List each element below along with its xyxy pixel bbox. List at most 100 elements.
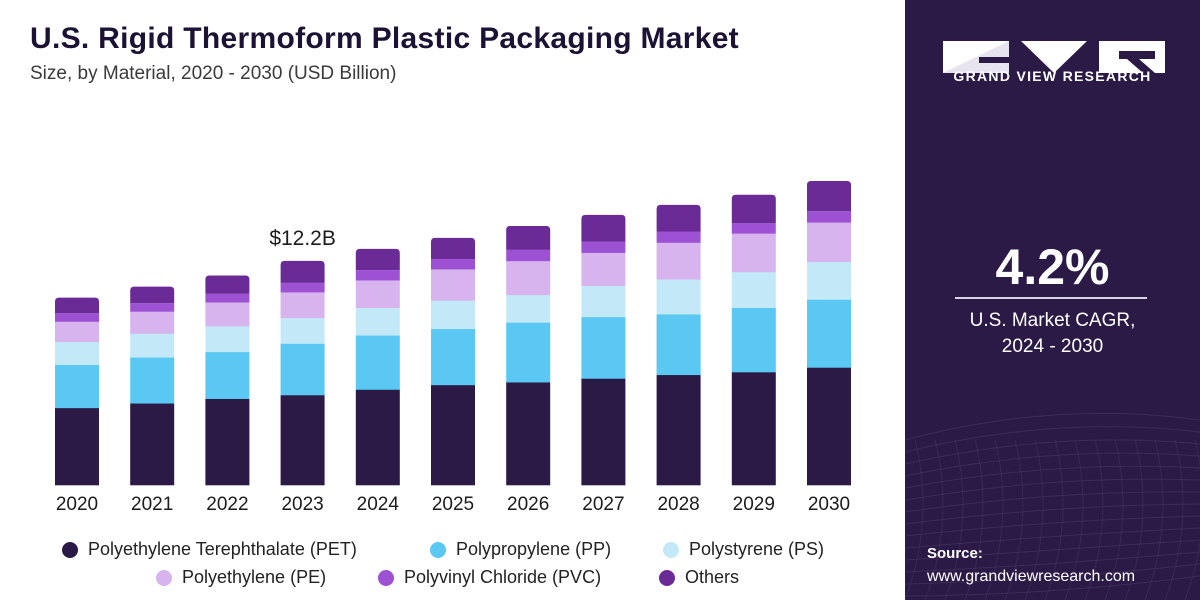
x-tick-label: 2023 [281,494,323,515]
bar-polyethylene-terephthalate-pet-2020 [55,407,99,486]
bar-polyethylene-pe-2023 [280,292,325,319]
bar-polyethylene-pe-2028 [656,242,701,280]
bar-polypropylene-pp-2030 [807,299,851,368]
bar-polyethylene-terephthalate-pet-2029 [731,372,776,486]
bar-polyethylene-pe-2027 [581,252,626,286]
bar-group-2020 [55,297,99,486]
bar-polyethylene-pe-2025 [431,269,475,301]
legend-label: Polypropylene (PP) [456,539,612,559]
chart-title: U.S. Rigid Thermoform Plastic Packaging … [30,22,739,55]
x-tick-label: 2024 [357,494,400,515]
bar-polyethylene-terephthalate-pet-2028 [656,374,701,486]
bar-group-2021 [130,286,175,486]
bar-group-2027 [581,214,626,486]
x-tick-label: 2029 [733,494,775,515]
bar-polyethylene-terephthalate-pet-2026 [506,382,551,486]
bar-polypropylene-pp-2021 [130,357,175,404]
chart-panel: U.S. Rigid Thermoform Plastic Packaging … [0,22,905,597]
bar-others-2023 [280,260,325,283]
bar-polystyrene-ps-2026 [506,294,551,323]
bar-group-2025 [431,237,475,486]
bar-polypropylene-pp-2023 [280,343,325,396]
legend-item-polystyrene-ps: Polystyrene (PS) [663,539,824,560]
legend-label: Polystyrene (PS) [689,539,825,559]
bar-group-2024 [355,248,400,486]
bar-polyvinyl-chloride-pvc-2029 [731,223,776,234]
legend-swatch [659,569,675,586]
bar-polyethylene-pe-2030 [807,222,851,263]
bar-polyethylene-pe-2026 [506,260,551,296]
bar-others-2029 [731,194,776,224]
bar-polyvinyl-chloride-pvc-2021 [130,303,175,312]
bar-polyvinyl-chloride-pvc-2028 [656,231,701,243]
gvr-logo-icon [943,41,1165,73]
cagr-value: 4.2% [995,239,1110,295]
bar-polypropylene-pp-2026 [506,322,551,383]
x-tick-label: 2030 [808,494,850,515]
bar-others-2021 [130,286,175,304]
legend-label: Others [685,567,740,587]
cagr-period: 2024 - 2030 [1001,336,1104,357]
legend-label: Polyethylene Terephthalate (PET) [88,539,357,559]
source-label: Source: [927,545,983,562]
legend-label: Polyethylene (PE) [182,567,327,587]
bar-others-2028 [656,204,701,232]
bar-group-2030 [807,180,851,486]
bar-polyethylene-terephthalate-pet-2024 [355,389,400,486]
bar-polypropylene-pp-2027 [581,316,626,379]
bar-others-2024 [355,248,400,271]
legend-item-polyvinyl-chloride-pvc: Polyvinyl Chloride (PVC) [378,567,601,588]
bar-polypropylene-pp-2020 [55,364,99,409]
legend-item-others: Others [659,567,739,588]
chart-subtitle: Size, by Material, 2020 - 2030 (USD Bill… [30,63,397,84]
bar-polyvinyl-chloride-pvc-2027 [581,241,626,253]
x-tick-label: 2027 [582,494,624,515]
bar-others-2026 [506,225,551,250]
legend-swatch [663,541,679,558]
bar-polyvinyl-chloride-pvc-2022 [205,293,250,303]
bar-polypropylene-pp-2022 [205,351,250,399]
stacked-bar-chart: 2020 2021 2022 2023 2024 2025 2026 2027 2028 2029… [55,180,851,515]
x-tick-label: 2021 [131,494,173,515]
legend-item-polypropylene-pp: Polypropylene (PP) [430,539,611,560]
bar-polystyrene-ps-2028 [656,279,701,315]
bar-polyvinyl-chloride-pvc-2020 [55,313,99,322]
bar-group-2028 [656,204,701,486]
bar-polypropylene-pp-2029 [731,307,776,373]
bar-polyethylene-pe-2029 [731,233,776,273]
bar-polypropylene-pp-2024 [355,335,400,390]
chart-legend: Polyethylene Terephthalate (PET) Polyprop… [0,533,905,597]
bar-polyethylene-pe-2024 [355,280,400,309]
x-tick-label: 2028 [657,494,699,515]
decorative-mesh-icon [905,412,1200,600]
bar-polystyrene-ps-2022 [205,326,250,353]
bar-polypropylene-pp-2028 [656,314,701,376]
legend-label: Polyvinyl Chloride (PVC) [404,567,602,587]
data-label-annotation: $12.2B [269,227,336,250]
source-link[interactable]: www.grandviewresearch.com [927,568,1136,585]
bar-group-2029 [731,194,776,486]
bar-others-2020 [55,297,99,314]
x-tick-label: 2026 [507,494,549,515]
bar-polyethylene-terephthalate-pet-2025 [431,384,475,486]
bar-polyethylene-terephthalate-pet-2021 [130,403,175,486]
bar-polystyrene-ps-2020 [55,341,99,365]
bar-others-2030 [807,180,851,212]
bar-polyvinyl-chloride-pvc-2030 [807,211,851,223]
legend-swatch [430,541,446,558]
bar-others-2022 [205,275,250,294]
bar-group-2026 [506,225,551,486]
bar-polystyrene-ps-2024 [355,307,400,336]
bar-polyvinyl-chloride-pvc-2024 [355,270,400,281]
bar-polyvinyl-chloride-pvc-2026 [506,249,551,262]
bar-others-2027 [581,214,626,242]
bar-polyethylene-terephthalate-pet-2030 [807,367,851,486]
bar-polyvinyl-chloride-pvc-2023 [280,282,325,293]
bar-polyethylene-pe-2021 [130,311,175,334]
bar-others-2025 [431,237,475,260]
bar-group-2023 [280,260,325,486]
legend-item-polyethylene-terephthalate-pet: Polyethylene Terephthalate (PET) [62,539,357,560]
bar-polyethylene-terephthalate-pet-2022 [205,398,250,486]
x-tick-label: 2020 [56,494,98,515]
legend-swatch [62,541,78,558]
